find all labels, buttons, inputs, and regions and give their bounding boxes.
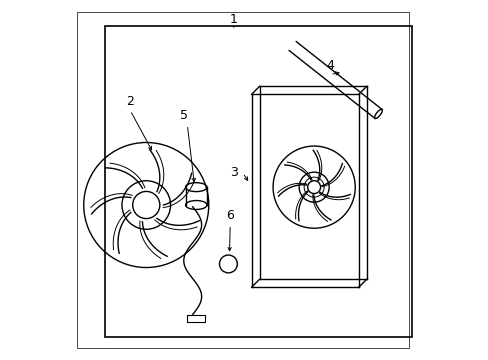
Text: 5: 5 <box>180 109 187 122</box>
Bar <box>105 26 411 337</box>
Text: 1: 1 <box>229 13 237 26</box>
Text: 3: 3 <box>229 166 237 179</box>
Text: 6: 6 <box>226 209 234 222</box>
Ellipse shape <box>374 109 382 118</box>
Bar <box>187 315 205 323</box>
Text: 2: 2 <box>126 95 134 108</box>
Text: 4: 4 <box>325 59 333 72</box>
